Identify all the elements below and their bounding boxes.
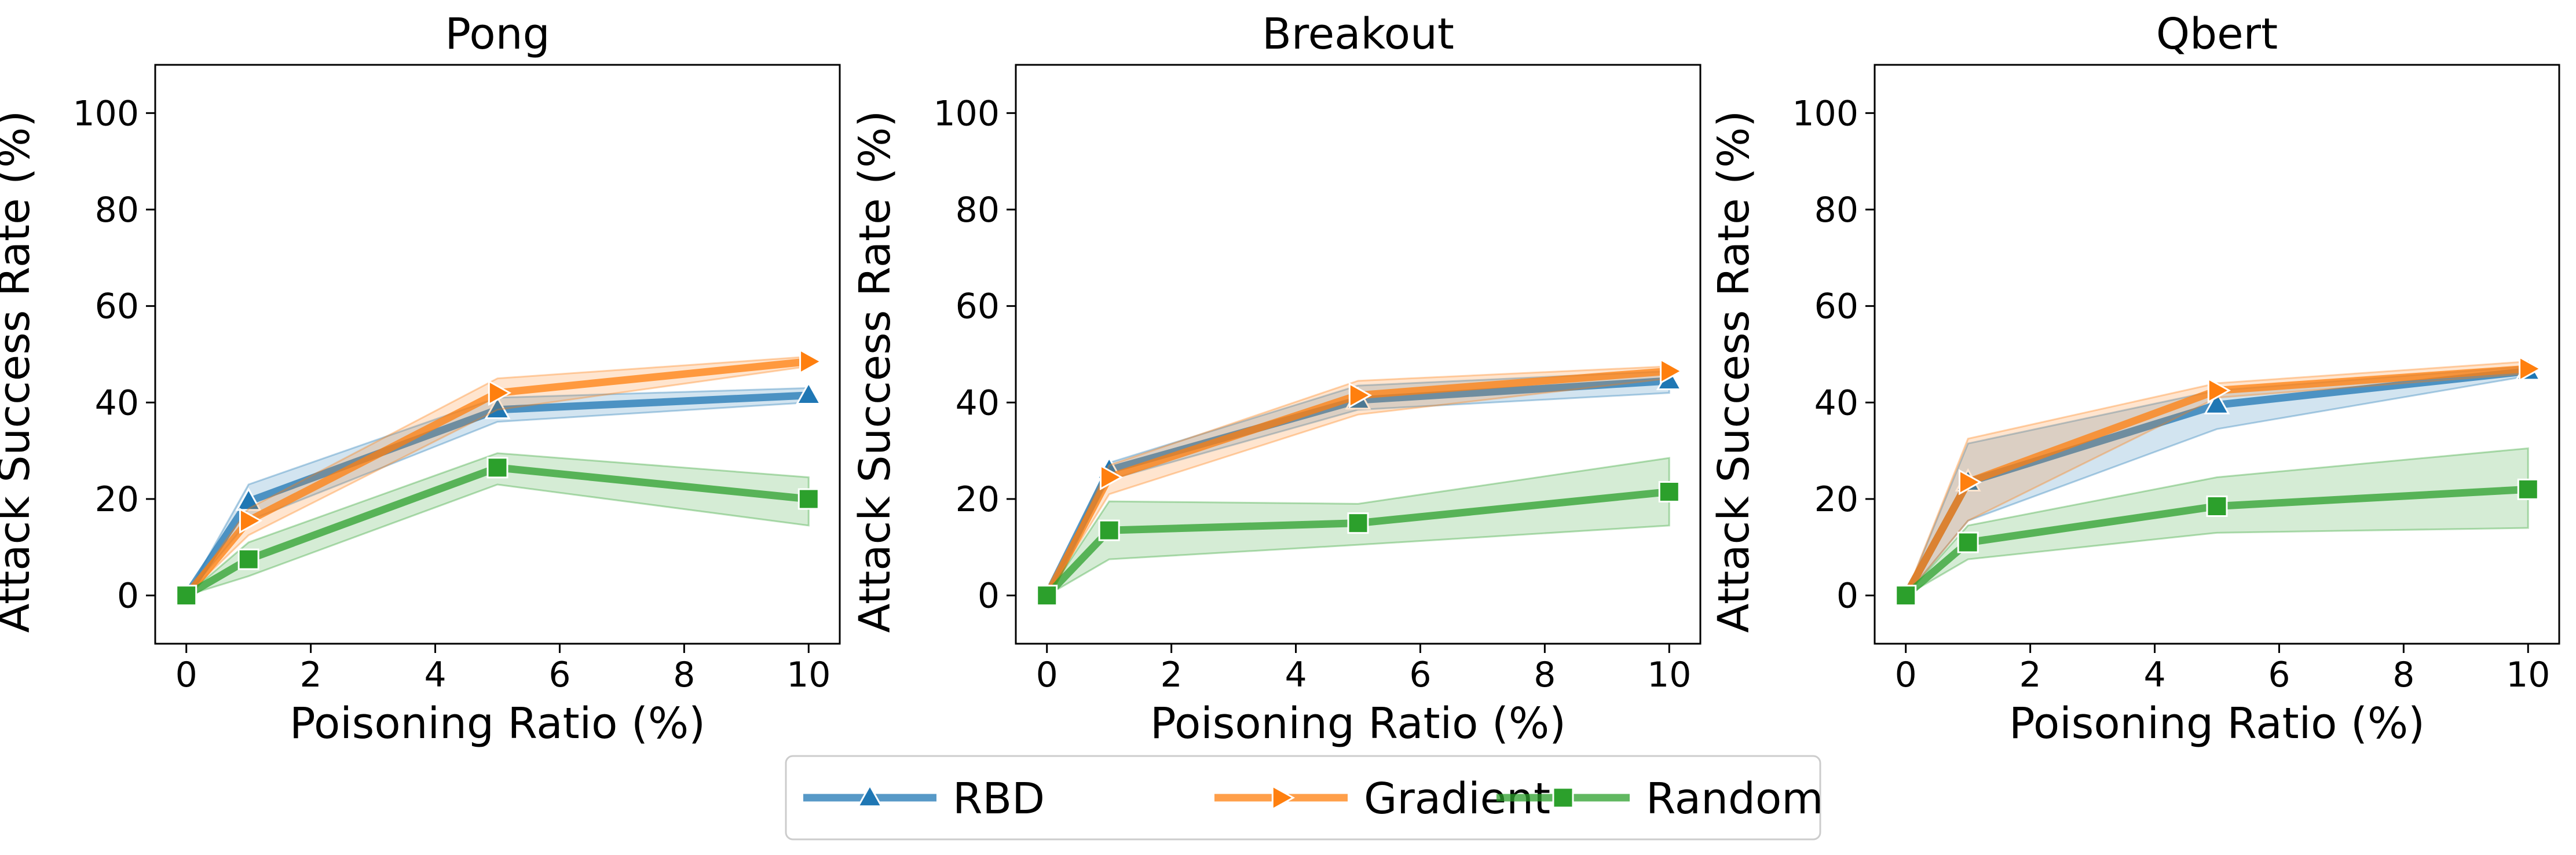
series-line-gradient — [1902, 365, 2532, 600]
data-point-random — [237, 548, 259, 570]
x-tick-label: 4 — [424, 655, 446, 695]
legend-label-random: Random — [1646, 774, 1823, 824]
legend-label-rbd: RBD — [953, 774, 1045, 824]
y-axis-label: Attack Success Rate (%) — [850, 111, 900, 633]
y-tick-label: 80 — [95, 190, 139, 230]
y-tick-label: 40 — [1814, 383, 1858, 423]
data-point-gradient — [1660, 358, 1684, 384]
x-tick-label: 10 — [1647, 655, 1691, 695]
x-tick-label: 6 — [548, 655, 570, 695]
x-tick-label: 2 — [1161, 655, 1183, 695]
data-point-gradient — [239, 507, 263, 534]
y-tick-label: 20 — [95, 479, 139, 520]
data-point-rbd — [484, 395, 511, 420]
y-tick-label: 60 — [1814, 287, 1858, 327]
y-tick-label: 40 — [956, 383, 1000, 423]
legend-entry-random: Random — [1496, 774, 1823, 824]
data-point-gradient — [2207, 377, 2231, 404]
x-tick-label: 8 — [1534, 655, 1556, 695]
x-tick-label: 10 — [786, 655, 830, 695]
y-tick-label: 80 — [1814, 190, 1858, 230]
series-random — [1036, 457, 1680, 607]
series-random — [175, 452, 819, 607]
y-tick-label: 100 — [72, 93, 139, 134]
data-point-gradient — [1958, 469, 1982, 496]
data-point-random — [1098, 519, 1120, 541]
series-line-gradient — [182, 358, 813, 600]
y-tick-label: 40 — [95, 383, 139, 423]
data-point-rbd — [235, 487, 262, 511]
plot-frame — [1874, 64, 2560, 645]
data-point-gradient — [488, 380, 512, 406]
x-tick-label: 0 — [1895, 655, 1917, 695]
x-axis-label: Poisoning Ratio (%) — [1150, 699, 1566, 748]
panel-title: Breakout — [1262, 9, 1454, 59]
y-axis-label: Attack Success Rate (%) — [1709, 111, 1759, 633]
data-point-random — [1895, 585, 1917, 607]
data-point-random — [2206, 496, 2228, 517]
x-tick-label: 6 — [1409, 655, 1431, 695]
legend-marker-rbd — [857, 783, 883, 808]
y-tick-label: 80 — [956, 190, 1000, 230]
x-tick-label: 8 — [673, 655, 695, 695]
y-axis-label: Attack Success Rate (%) — [0, 111, 39, 633]
data-point-random — [1036, 585, 1058, 607]
plot-frame — [154, 64, 841, 645]
legend: RBD Gradient Random — [785, 755, 1823, 841]
y-tick-label: 0 — [978, 576, 1000, 617]
data-point-random — [2517, 478, 2539, 500]
x-axis-label: Poisoning Ratio (%) — [290, 699, 705, 748]
series-gradient — [1896, 355, 2542, 609]
y-tick-label: 100 — [933, 93, 1000, 134]
y-tick-label: 0 — [1836, 576, 1858, 617]
x-tick-label: 2 — [2019, 655, 2041, 695]
legend-entry-rbd: RBD — [803, 774, 1045, 824]
legend-marker-gradient — [1271, 784, 1296, 811]
data-point-random — [1347, 512, 1369, 534]
x-tick-label: 6 — [2268, 655, 2290, 695]
data-point-gradient — [1348, 382, 1373, 409]
data-point-random — [1658, 481, 1680, 502]
series-random — [1895, 447, 2539, 607]
y-tick-label: 60 — [95, 287, 139, 327]
y-tick-label: 60 — [956, 287, 1000, 327]
plot-frame — [1015, 64, 1702, 645]
data-point-random — [175, 585, 197, 607]
y-tick-label: 20 — [956, 479, 1000, 520]
data-point-random — [1957, 531, 1979, 553]
x-tick-label: 2 — [300, 655, 322, 695]
x-tick-label: 4 — [2143, 655, 2165, 695]
x-tick-label: 8 — [2392, 655, 2414, 695]
y-tick-label: 0 — [117, 576, 139, 617]
legend-marker-random — [1552, 787, 1574, 809]
data-point-gradient — [799, 348, 823, 375]
panel-title: Qbert — [2156, 9, 2278, 59]
data-point-gradient — [1099, 464, 1124, 491]
data-point-rbd — [795, 381, 822, 405]
x-tick-label: 0 — [1036, 655, 1058, 695]
series-line-random — [1902, 485, 2532, 600]
x-tick-label: 10 — [2506, 655, 2550, 695]
x-tick-label: 4 — [1285, 655, 1307, 695]
y-tick-label: 20 — [1814, 479, 1858, 520]
series-line-random — [1043, 488, 1673, 600]
panel-title: Pong — [445, 9, 550, 59]
series-line-random — [182, 464, 813, 600]
data-point-random — [797, 488, 819, 510]
x-axis-label: Poisoning Ratio (%) — [2009, 699, 2425, 748]
series-line-gradient — [1043, 367, 1673, 600]
series-gradient — [1037, 358, 1684, 609]
x-tick-label: 0 — [175, 655, 197, 695]
data-point-gradient — [2519, 355, 2542, 382]
y-tick-label: 100 — [1792, 93, 1858, 134]
data-point-random — [486, 457, 508, 479]
data-point-rbd — [2204, 391, 2230, 414]
